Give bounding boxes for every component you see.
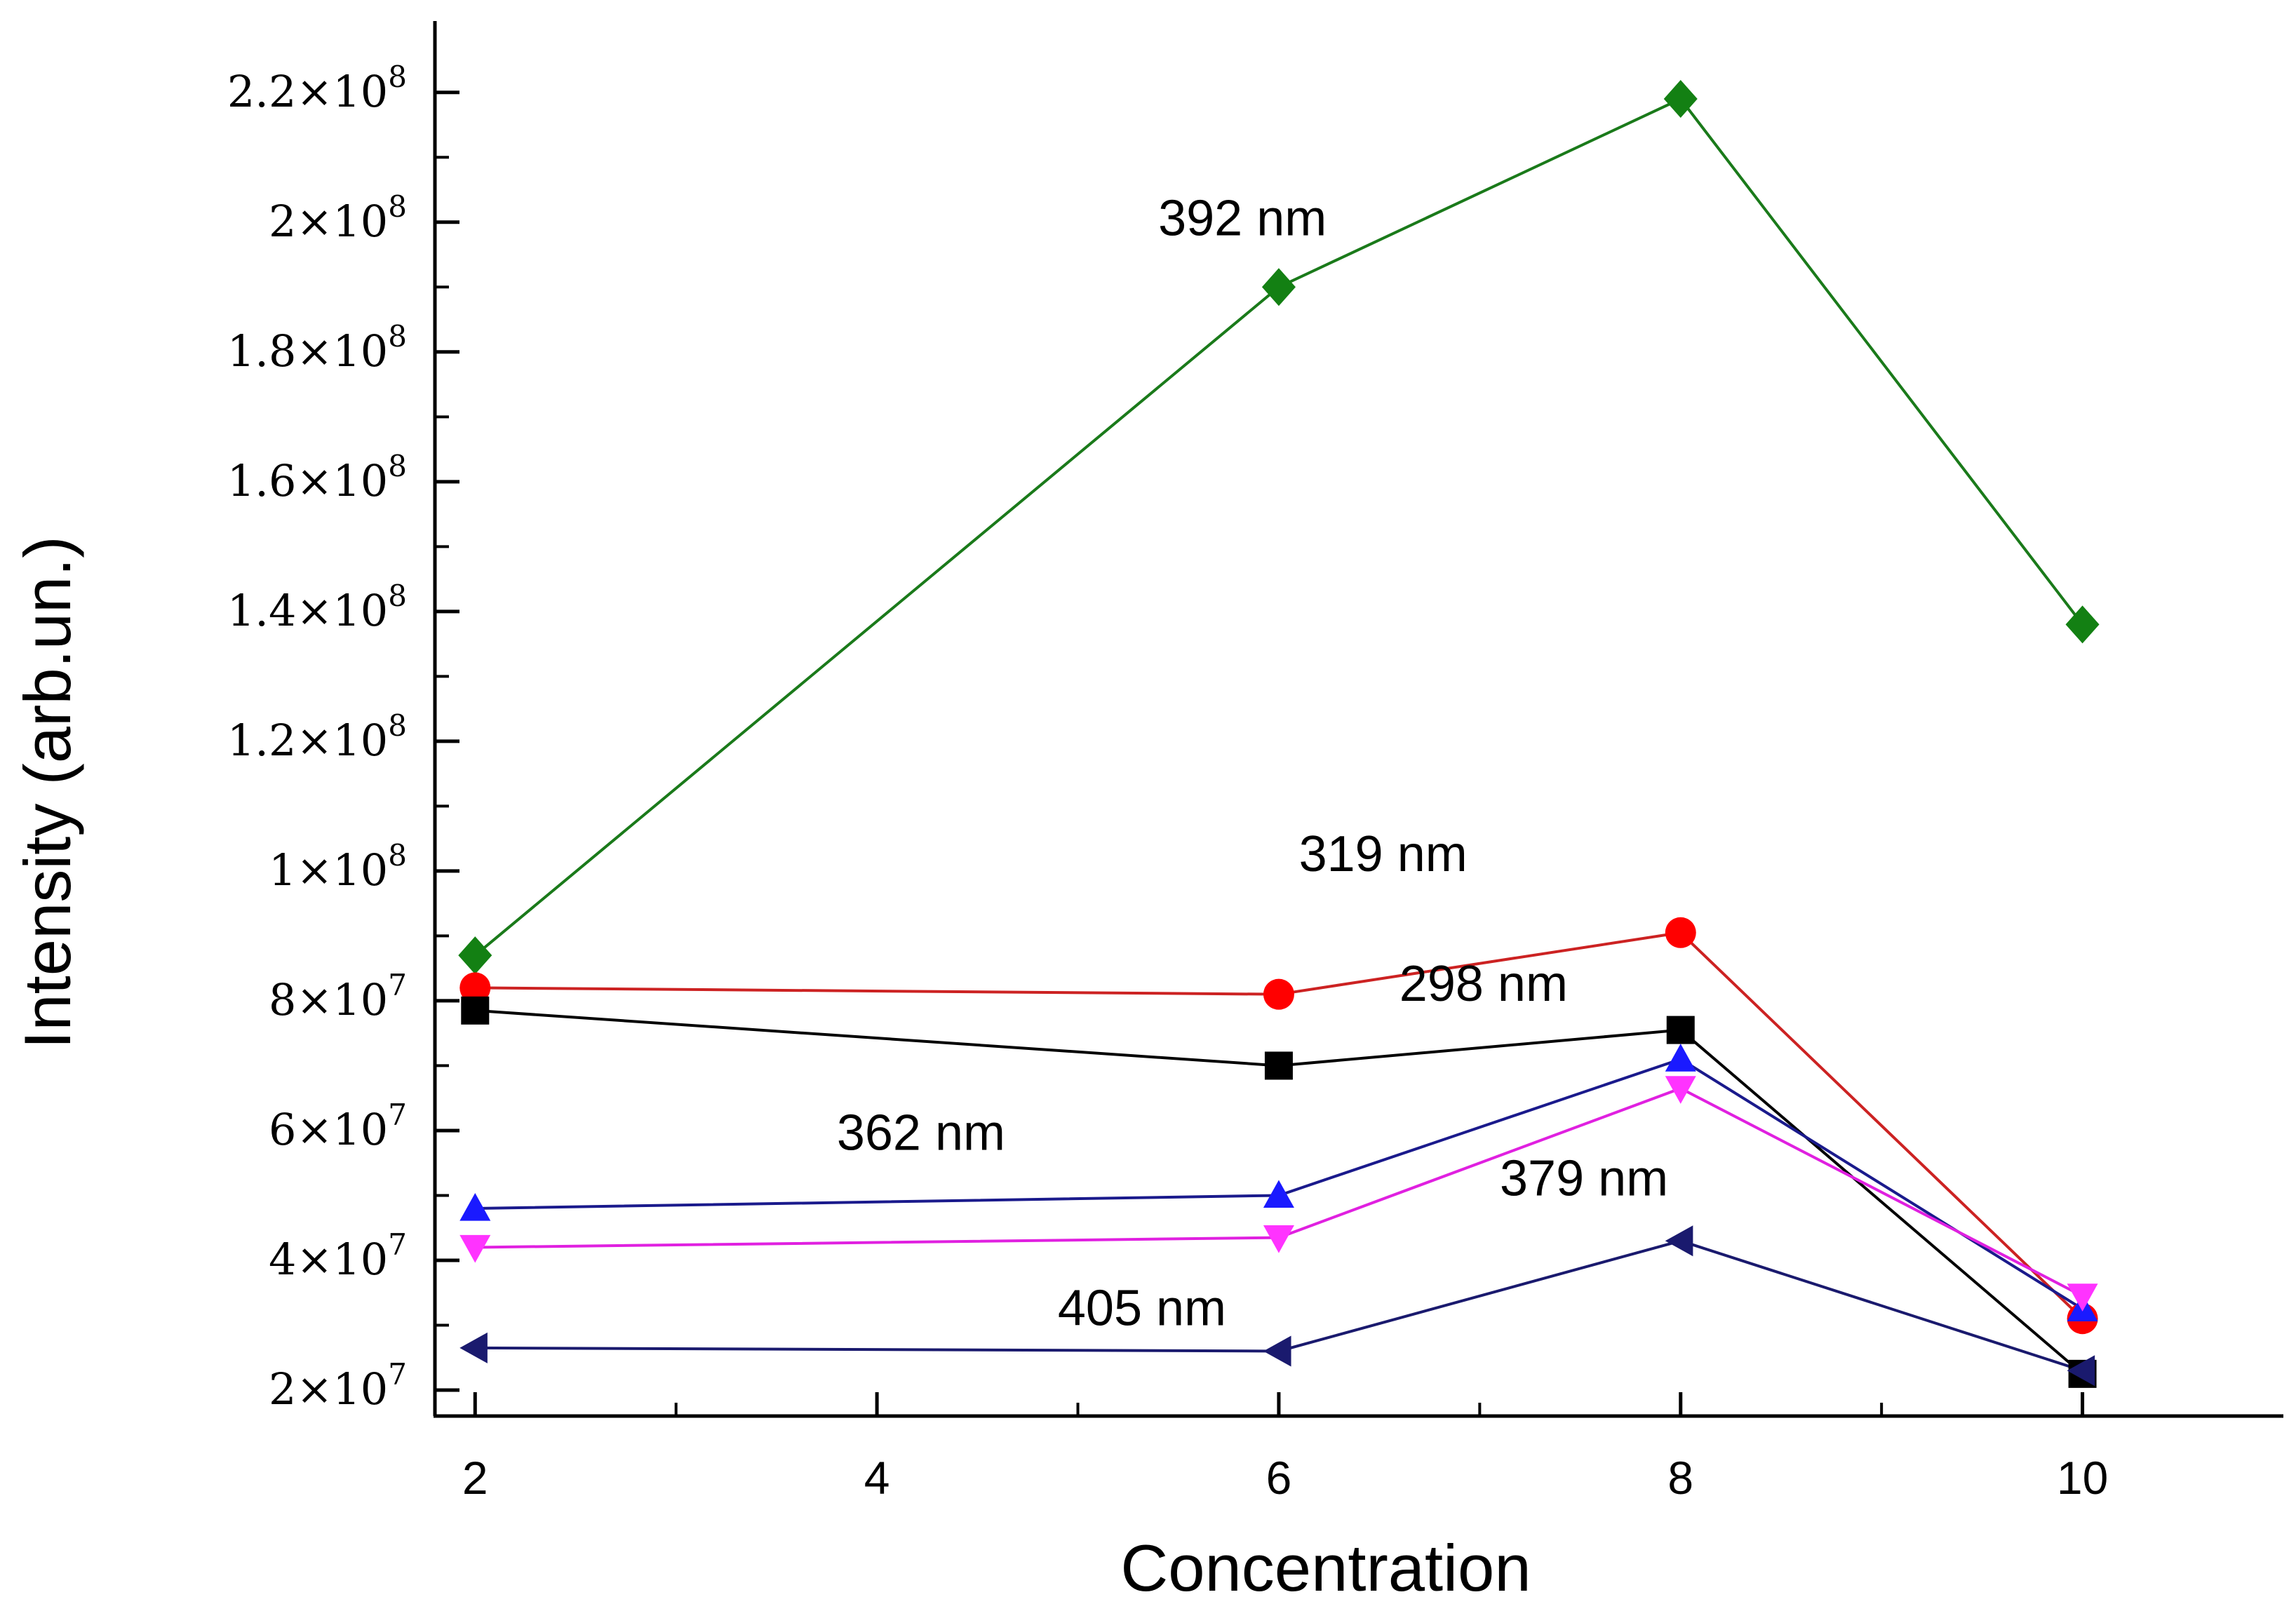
data-point-diamond xyxy=(458,936,492,975)
y-tick-label: 8×107 xyxy=(269,968,407,1025)
y-tick-label: 1×108 xyxy=(269,838,407,896)
series-line xyxy=(475,1009,2083,1375)
data-point-triangle-down xyxy=(1665,1076,1696,1104)
series-label: 319 nm xyxy=(1299,826,1468,882)
series-line xyxy=(475,931,2083,1320)
x-tick-label: 8 xyxy=(1667,1452,1693,1504)
data-point-circle xyxy=(1263,978,1294,1010)
data-point-triangle-left xyxy=(1665,1225,1693,1257)
data-point-square xyxy=(461,996,490,1025)
y-tick-label: 1.6×108 xyxy=(227,449,407,506)
x-tick-label: 6 xyxy=(1266,1452,1292,1504)
data-point-triangle-down xyxy=(2067,1283,2098,1312)
data-point-circle xyxy=(1665,917,1696,948)
x-tick-label: 2 xyxy=(462,1452,488,1504)
y-tick-label: 1.8×108 xyxy=(227,319,407,377)
x-ticks: 2 4 6 8 10 xyxy=(462,1392,2108,1504)
series-line xyxy=(475,1086,2083,1298)
data-point-triangle-left xyxy=(1263,1335,1291,1367)
x-axis-title: Concentration xyxy=(1120,1531,1531,1604)
x-tick-label: 10 xyxy=(2057,1452,2108,1504)
y-tick-label: 2.2×108 xyxy=(227,60,407,117)
y-tick-label: 1.4×108 xyxy=(227,579,407,636)
x-tick-label: 4 xyxy=(864,1452,890,1504)
data-point-triangle-up xyxy=(459,1192,491,1221)
data-point-triangle-up xyxy=(1263,1180,1294,1208)
series-label: 405 nm xyxy=(1058,1280,1226,1336)
series-label: 379 nm xyxy=(1500,1150,1668,1206)
series-line xyxy=(474,97,2084,957)
y-axis-title: Intensity (arb.un.) xyxy=(11,536,84,1049)
series-line xyxy=(475,1057,2083,1311)
data-point-diamond xyxy=(2065,605,2100,644)
y-ticks: 2×107 4×107 6×107 8×107 1×108 1.2×108 1.4×108 1… xyxy=(227,60,459,1415)
data-point-circle xyxy=(459,972,491,1004)
data-point-triangle-left xyxy=(459,1332,488,1363)
data-point-square xyxy=(1666,1016,1695,1044)
series-markers xyxy=(458,80,2100,1388)
series-lines xyxy=(474,97,2084,1375)
data-point-diamond xyxy=(1261,268,1296,306)
series-line xyxy=(475,1239,2083,1373)
data-point-triangle-left xyxy=(2067,1355,2095,1387)
y-tick-label: 6×107 xyxy=(269,1098,407,1155)
y-tick-label: 1.2×108 xyxy=(227,708,407,766)
y-axis-title-group: Intensity (arb.un.) xyxy=(11,536,84,1049)
data-point-triangle-up xyxy=(1665,1044,1696,1072)
data-point-diamond xyxy=(1663,80,1698,119)
y-tick-label: 2×108 xyxy=(269,189,407,247)
series-label: 392 nm xyxy=(1158,190,1327,246)
y-tick-label: 4×107 xyxy=(269,1227,407,1285)
y-tick-label: 2×107 xyxy=(269,1357,407,1415)
data-point-triangle-down xyxy=(459,1234,491,1263)
series-labels: 392 nm 319 nm 298 nm 362 nm 379 nm 405 nm xyxy=(837,190,1668,1336)
data-point-square xyxy=(1264,1051,1293,1080)
series-label: 362 nm xyxy=(837,1105,1005,1161)
data-point-triangle-down xyxy=(1263,1225,1294,1253)
series-label: 298 nm xyxy=(1399,956,1568,1012)
